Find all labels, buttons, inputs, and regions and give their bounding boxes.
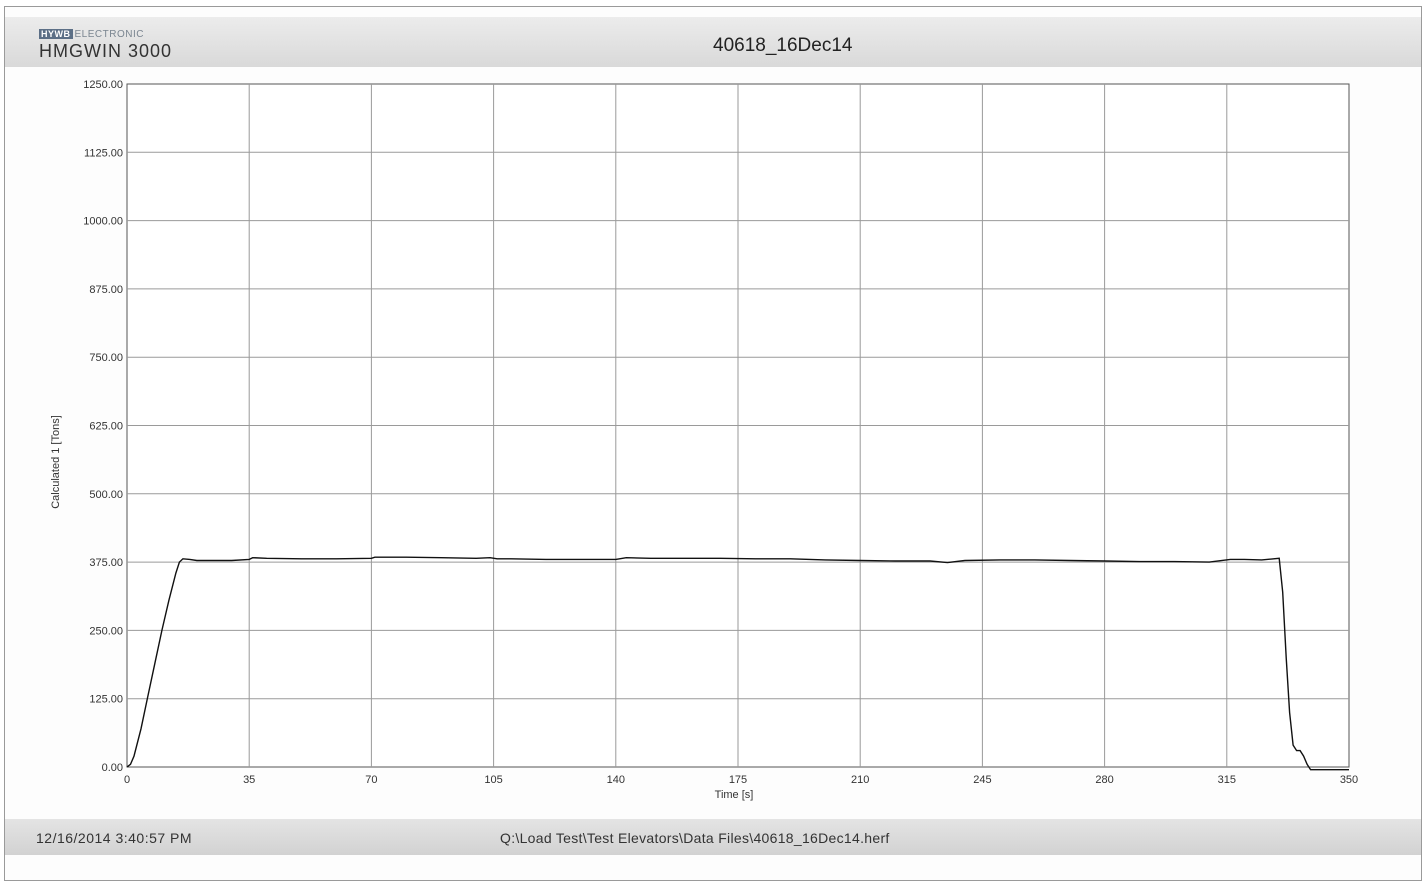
report-footer: 12/16/2014 3:40:57 PM Q:\Load Test\Test … [5, 819, 1421, 855]
brand-name: HMGWIN 3000 [39, 41, 173, 61]
file-path: Q:\Load Test\Test Elevators\Data Files\4… [500, 830, 890, 846]
y-tick-label: 500.00 [89, 489, 123, 501]
x-tick-label: 245 [973, 774, 991, 786]
print-timestamp: 12/16/2014 3:40:57 PM [36, 830, 193, 846]
x-axis-title: Time [s] [715, 789, 754, 801]
y-tick-label: 1250.00 [83, 79, 123, 91]
y-tick-label: 0.00 [102, 762, 123, 774]
y-tick-label: 1000.00 [83, 216, 123, 228]
series-line [126, 556, 1349, 771]
report-header: HYWB ELECTRONIC HMGWIN 3000 40618_16Dec14 [5, 17, 1421, 67]
x-tick-label: 315 [1218, 774, 1236, 786]
y-tick-label: 1125.00 [84, 147, 123, 159]
x-tick-label: 105 [484, 774, 502, 786]
y-tick-label: 375.00 [89, 557, 123, 569]
x-tick-label: 35 [243, 774, 255, 786]
x-tick-label: 0 [124, 774, 130, 786]
chart: 0.00 125.00 250.00 375.00 500.00 625.00 750.00… [50, 79, 1358, 801]
brand-logo: HYWB [39, 29, 73, 39]
grid [127, 84, 1349, 767]
chart-title: 40618_16Dec14 [713, 35, 853, 56]
y-tick-label: 125.00 [89, 694, 123, 706]
x-tick-label: 70 [365, 774, 377, 786]
x-tick-label: 280 [1095, 774, 1113, 786]
y-axis-title: Calculated 1 [Tons] [50, 415, 62, 509]
y-tick-label: 250.00 [89, 625, 123, 637]
brand-tagline: HYWB ELECTRONIC [39, 29, 144, 40]
y-tick-label: 875.00 [89, 284, 123, 296]
x-tick-label: 350 [1340, 774, 1358, 786]
x-axis-ticks: 0 35 70 105 140 175 210 245 280 315 350 [124, 774, 1358, 786]
y-axis-ticks: 0.00 125.00 250.00 375.00 500.00 625.00 750.00… [83, 79, 123, 774]
x-tick-label: 210 [851, 774, 869, 786]
y-tick-label: 750.00 [89, 352, 123, 364]
y-tick-label: 625.00 [89, 421, 123, 433]
brand-tagline-text: ELECTRONIC [74, 29, 144, 40]
x-tick-label: 140 [607, 774, 625, 786]
report-page: HYWB ELECTRONIC HMGWIN 3000 40618_16Dec14… [4, 6, 1422, 881]
x-tick-label: 175 [729, 774, 747, 786]
